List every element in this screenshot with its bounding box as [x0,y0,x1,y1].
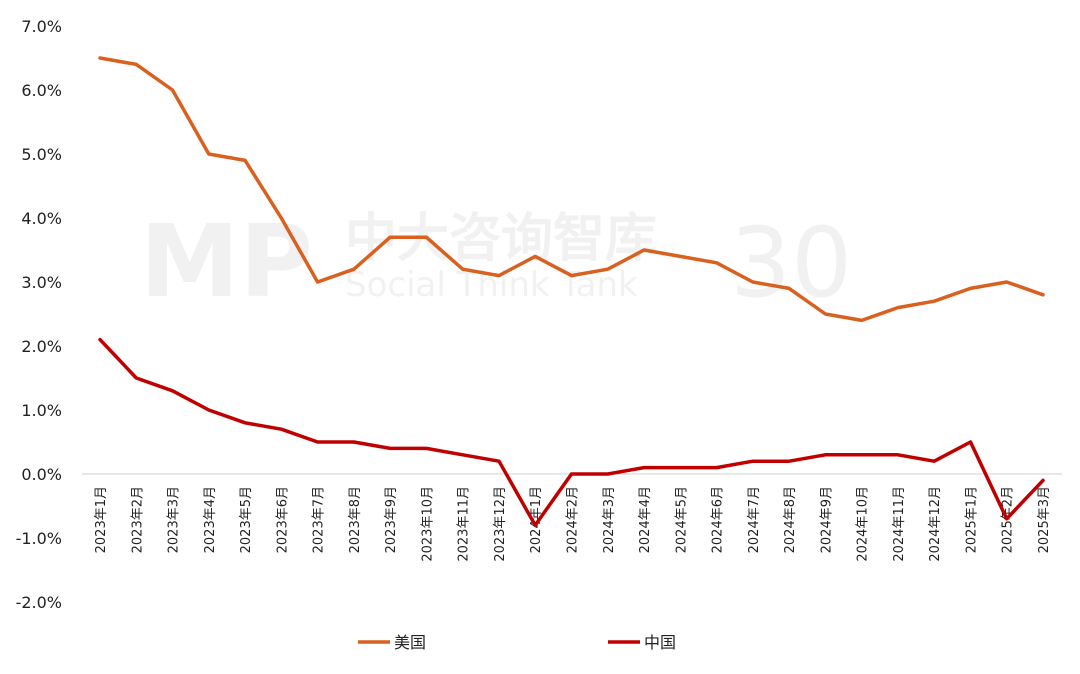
x-tick-label: 2024年11月 [892,486,907,562]
x-tick-label: 2023年11月 [457,486,472,562]
series-group [98,56,1045,527]
x-tick-label: 2023年1月 [94,486,109,553]
x-tick-label: 2023年10月 [420,486,435,562]
x-tick-label: 2023年4月 [203,486,218,553]
x-tick-label: 2025年1月 [964,486,979,553]
x-axis: 2023年1月 2023年2月 2023年3月 2023年4月 2023年5月 2023年… [94,486,1052,562]
x-tick-label: 2023年3月 [167,486,182,553]
x-tick-label: 2023年7月 [312,486,327,553]
y-tick-label: 2.0% [21,337,62,356]
watermark-logo: MP [140,203,313,320]
x-tick-label: 2024年8月 [783,486,798,553]
legend-label: 中国 [644,633,676,652]
x-tick-label: 2024年1月 [529,486,544,553]
x-tick-label: 2024年9月 [819,486,834,553]
watermark: MP 中大咨询智库 Social Think Tank 30 [140,203,852,320]
x-tick-label: 2023年12月 [493,486,508,562]
x-tick-label: 2024年10月 [856,486,871,562]
x-tick-label: 2024年2月 [566,486,581,553]
y-tick-label: 5.0% [21,145,62,164]
y-tick-label: 1.0% [21,401,62,420]
x-tick-label: 2024年6月 [711,486,726,553]
y-tick-label: 0.0% [21,465,62,484]
watermark-badge: 30 [730,207,852,319]
y-axis: 7.0% 6.0% 5.0% 4.0% 3.0% 2.0% 1.0% 0.0% -1.0% -2.… [16,17,62,612]
series-line-usa [98,56,1045,323]
legend: 美国 中国 [358,633,676,652]
x-tick-label: 2024年5月 [674,486,689,553]
x-tick-label: 2023年9月 [384,486,399,553]
series-line-china [98,337,1045,527]
legend-label: 美国 [394,633,426,652]
y-tick-label: 7.0% [21,17,62,36]
x-tick-label: 2023年2月 [130,486,145,553]
watermark-title: 中大咨询智库 [345,209,657,269]
x-tick-label: 2024年12月 [928,486,943,562]
x-tick-label: 2023年5月 [239,486,254,553]
x-tick-label: 2023年8月 [348,486,363,553]
y-tick-label: -2.0% [16,593,62,612]
x-tick-label: 2024年4月 [638,486,653,553]
x-tick-label: 2024年7月 [747,486,762,553]
x-tick-label: 2024年3月 [602,486,617,553]
y-tick-label: 6.0% [21,81,62,100]
y-tick-label: 4.0% [21,209,62,228]
x-tick-label: 2023年6月 [275,486,290,553]
y-tick-label: 3.0% [21,273,62,292]
x-tick-label: 2025年3月 [1037,486,1052,553]
y-tick-label: -1.0% [16,529,62,548]
